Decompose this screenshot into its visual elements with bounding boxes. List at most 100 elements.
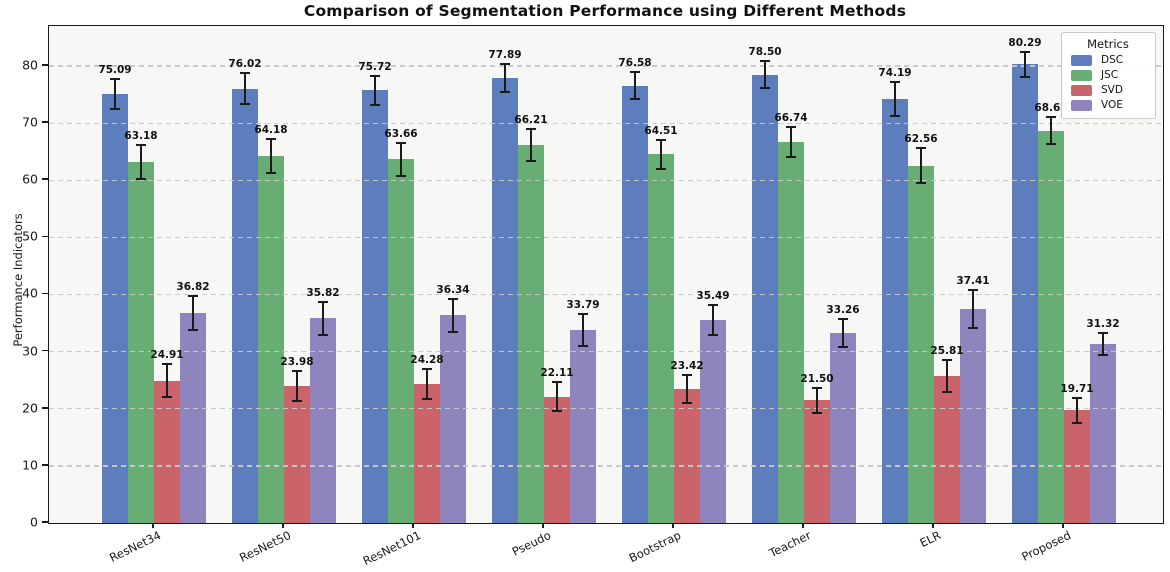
error-bar-cap-top: [448, 297, 458, 300]
legend-swatch-voe: [1071, 99, 1092, 111]
error-bar: [292, 369, 302, 403]
error-bar: [656, 139, 666, 170]
legend-item-jsc: JSC: [1071, 69, 1145, 81]
y-tick-mark: [42, 64, 48, 66]
x-tick-mark: [802, 522, 804, 528]
error-bar-cap-top: [1098, 331, 1108, 334]
bar-value-label: 64.51: [644, 125, 678, 138]
y-tick-mark: [42, 521, 48, 523]
error-bar-cap-top: [266, 138, 276, 141]
bar-voe: [960, 309, 986, 523]
error-bar: [162, 363, 172, 399]
error-bar: [630, 71, 640, 100]
error-bar: [1020, 50, 1030, 78]
y-tick-label: 30: [22, 343, 38, 359]
bar-dsc: [882, 99, 908, 523]
error-bar: [500, 62, 510, 94]
error-bar-cap-bottom: [838, 346, 848, 349]
error-bar-cap-top: [916, 146, 926, 149]
bar-value-label: 76.02: [228, 58, 262, 71]
error-bar-cap-top: [318, 300, 328, 303]
bar-jsc: [518, 144, 544, 523]
x-tick-mark: [412, 522, 414, 528]
error-bar-cap-bottom: [968, 327, 978, 330]
bar-value-label: 63.66: [384, 127, 418, 140]
error-bar-cap-bottom: [656, 167, 666, 170]
error-bar-stem: [244, 73, 246, 105]
error-bar-cap-bottom: [448, 330, 458, 333]
bar-value-label: 23.42: [670, 360, 704, 373]
bar-svd: [674, 389, 700, 523]
error-bar-cap-top: [162, 363, 172, 366]
bar-value-label: 24.28: [410, 354, 444, 367]
legend-item-voe: VOE: [1071, 99, 1145, 111]
error-bar-cap-bottom: [916, 182, 926, 185]
bar-value-label: 66.74: [774, 111, 808, 124]
error-bar-stem: [452, 298, 454, 332]
bar-voe: [440, 315, 466, 523]
legend-label: SVD: [1101, 84, 1123, 96]
error-bar-stem: [114, 78, 116, 110]
y-tick-label: 10: [22, 457, 38, 473]
error-bar: [578, 312, 588, 347]
error-bar-stem: [660, 140, 662, 169]
error-bar-cap-bottom: [292, 400, 302, 403]
error-bar: [760, 60, 770, 89]
y-tick-label: 0: [30, 514, 38, 530]
error-bar-stem: [374, 76, 376, 105]
bar-jsc: [128, 162, 154, 523]
error-bar-stem: [140, 144, 142, 180]
error-bar: [890, 81, 900, 118]
error-bar: [526, 127, 536, 162]
error-bar: [682, 374, 692, 404]
gridline: [49, 179, 1163, 181]
bar-value-label: 24.91: [150, 349, 184, 362]
error-bar-cap-bottom: [500, 91, 510, 94]
y-tick-mark: [42, 121, 48, 123]
bar-value-label: 64.18: [254, 124, 288, 137]
error-bar: [1098, 331, 1108, 357]
error-bar-cap-top: [188, 294, 198, 297]
legend-items: DSC JSC SVD VOE: [1071, 54, 1145, 111]
error-bar-cap-top: [136, 143, 146, 146]
bar-value-label: 35.82: [306, 286, 340, 299]
error-bar-cap-bottom: [370, 103, 380, 106]
y-tick-label: 70: [22, 114, 38, 130]
error-bar-stem: [426, 369, 428, 400]
x-tick-label: Bootstrap: [626, 528, 684, 566]
bar-voe: [570, 329, 596, 523]
error-bar-cap-top: [968, 289, 978, 292]
bar-value-label: 36.82: [176, 280, 210, 293]
bar-svd: [414, 384, 440, 523]
x-tick-mark: [672, 522, 674, 528]
error-bar: [786, 125, 796, 158]
bar-value-label: 36.34: [436, 283, 470, 296]
x-tick-mark: [282, 522, 284, 528]
bar-value-label: 33.26: [826, 303, 860, 316]
bar-voe: [700, 320, 726, 523]
bar-dsc: [752, 74, 778, 523]
bar-svd: [1064, 410, 1090, 523]
error-bar-stem: [894, 82, 896, 117]
y-tick-mark: [42, 178, 48, 181]
error-bar: [552, 381, 562, 412]
error-bar-stem: [634, 72, 636, 99]
error-bar-cap-bottom: [890, 115, 900, 118]
error-bar-cap-top: [110, 77, 120, 80]
error-bar: [708, 304, 718, 337]
error-bar: [916, 146, 926, 185]
x-tick-label: Teacher: [766, 528, 814, 561]
bar-value-label: 77.89: [488, 48, 522, 61]
error-bar-cap-bottom: [812, 411, 822, 414]
error-bar-cap-top: [708, 304, 718, 307]
bar-dsc: [102, 94, 128, 523]
y-tick-mark: [42, 349, 48, 352]
bar-jsc: [908, 165, 934, 523]
bar-dsc: [492, 78, 518, 523]
legend-item-dsc: DSC: [1071, 54, 1145, 66]
bar-svd: [804, 400, 830, 523]
x-tick-mark: [1062, 522, 1064, 528]
bar-value-label: 33.79: [566, 298, 600, 311]
bar-value-label: 37.41: [956, 275, 990, 288]
